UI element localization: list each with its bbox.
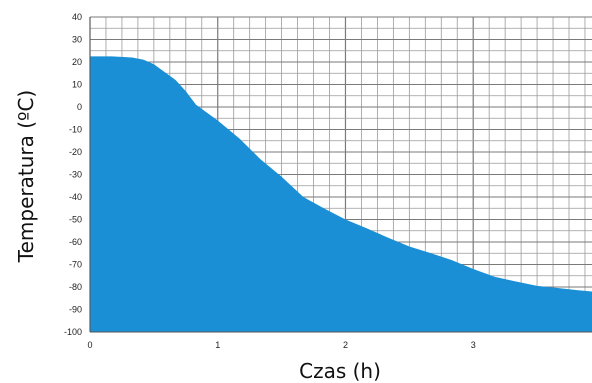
y-tick-label: -70: [69, 260, 82, 270]
y-tick-label: -60: [69, 237, 82, 247]
temperature-area: [90, 56, 592, 332]
plot-area: [90, 56, 592, 332]
y-tick-label: -10: [69, 125, 82, 135]
x-tick-label: 2: [343, 340, 348, 350]
y-tick-label: 0: [77, 102, 82, 112]
y-tick-label: -50: [69, 215, 82, 225]
y-tick-label: 10: [72, 80, 82, 90]
y-tick-label: -20: [69, 147, 82, 157]
x-tick-label: 3: [471, 340, 476, 350]
y-tick-label: 40: [72, 12, 82, 22]
y-tick-label: -90: [69, 305, 82, 315]
x-axis-ticks: 0 1 2 3: [87, 340, 475, 350]
y-axis-ticks: 40 30 20 10 0 -10 -20 -30 -40 -50 -60 -70 -80 -90 -100: [64, 12, 82, 337]
y-tick-label: 20: [72, 57, 82, 67]
x-tick-label: 1: [215, 340, 220, 350]
y-tick-label: -30: [69, 170, 82, 180]
y-tick-label: -80: [69, 282, 82, 292]
y-tick-label: -100: [64, 327, 82, 337]
y-tick-label: 30: [72, 35, 82, 45]
x-tick-label: 0: [87, 340, 92, 350]
plot-frame: [89, 17, 592, 333]
x-axis-title: Czas (h): [299, 359, 381, 383]
y-axis-title: Temperatura (ºC): [14, 90, 38, 263]
y-tick-label: -40: [69, 192, 82, 202]
